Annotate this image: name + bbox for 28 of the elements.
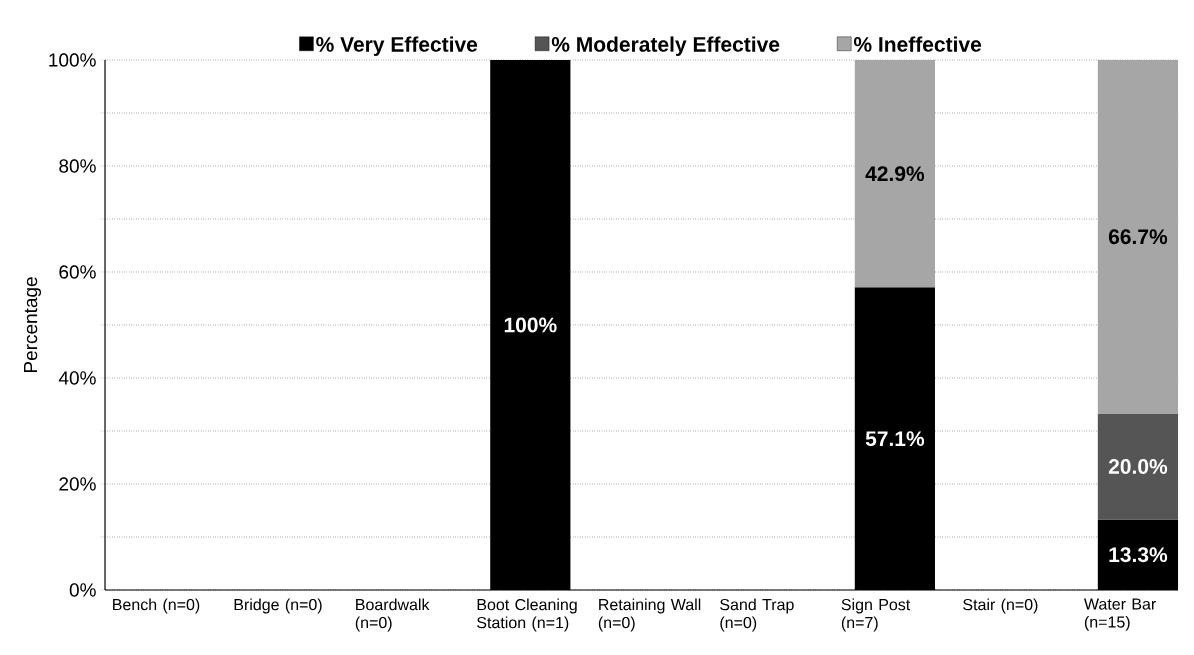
- x-tick-label: Stair (n=0): [963, 598, 1038, 614]
- y-tick-label: 0%: [69, 583, 96, 597]
- y-axis-title: Percentage: [24, 277, 42, 373]
- x-tick-label: Boardwalk (n=0): [355, 598, 430, 632]
- data-label: 66.7%: [1108, 229, 1168, 245]
- bar: [1097, 413, 1179, 520]
- y-tick-label: 100%: [49, 53, 96, 67]
- data-label: 20.0%: [1108, 459, 1168, 474]
- x-tick-label: Bridge (n=0): [234, 598, 322, 614]
- legend-label: % Ineffective: [853, 36, 982, 52]
- data-label: 42.9%: [865, 166, 925, 182]
- x-tick-label: Sand Trap (n=0): [720, 598, 794, 632]
- y-tick-label: 20%: [59, 477, 96, 491]
- x-tick-label: Bench (n=0): [113, 598, 200, 614]
- x-tick-label: Water Bar (n=15): [1083, 598, 1156, 631]
- y-tick-label: 40%: [58, 371, 96, 385]
- x-tick-label: Sign Post (n=7): [841, 598, 911, 632]
- y-tick-label: 80%: [59, 159, 96, 173]
- x-tick-label: Boot Cleaning Station (n=1): [477, 598, 577, 632]
- data-label: 100%: [504, 317, 557, 333]
- data-label: 13.3%: [1109, 547, 1168, 563]
- bar: [1097, 59, 1179, 414]
- legend-label: % Moderately Effective: [551, 36, 780, 56]
- legend-label: % Very Effective: [316, 36, 478, 56]
- y-tick-label: 60%: [59, 265, 96, 279]
- x-tick-label: Retaining Wall (n=0): [598, 598, 701, 632]
- bar: [854, 59, 935, 288]
- data-label: 57.1%: [865, 431, 925, 447]
